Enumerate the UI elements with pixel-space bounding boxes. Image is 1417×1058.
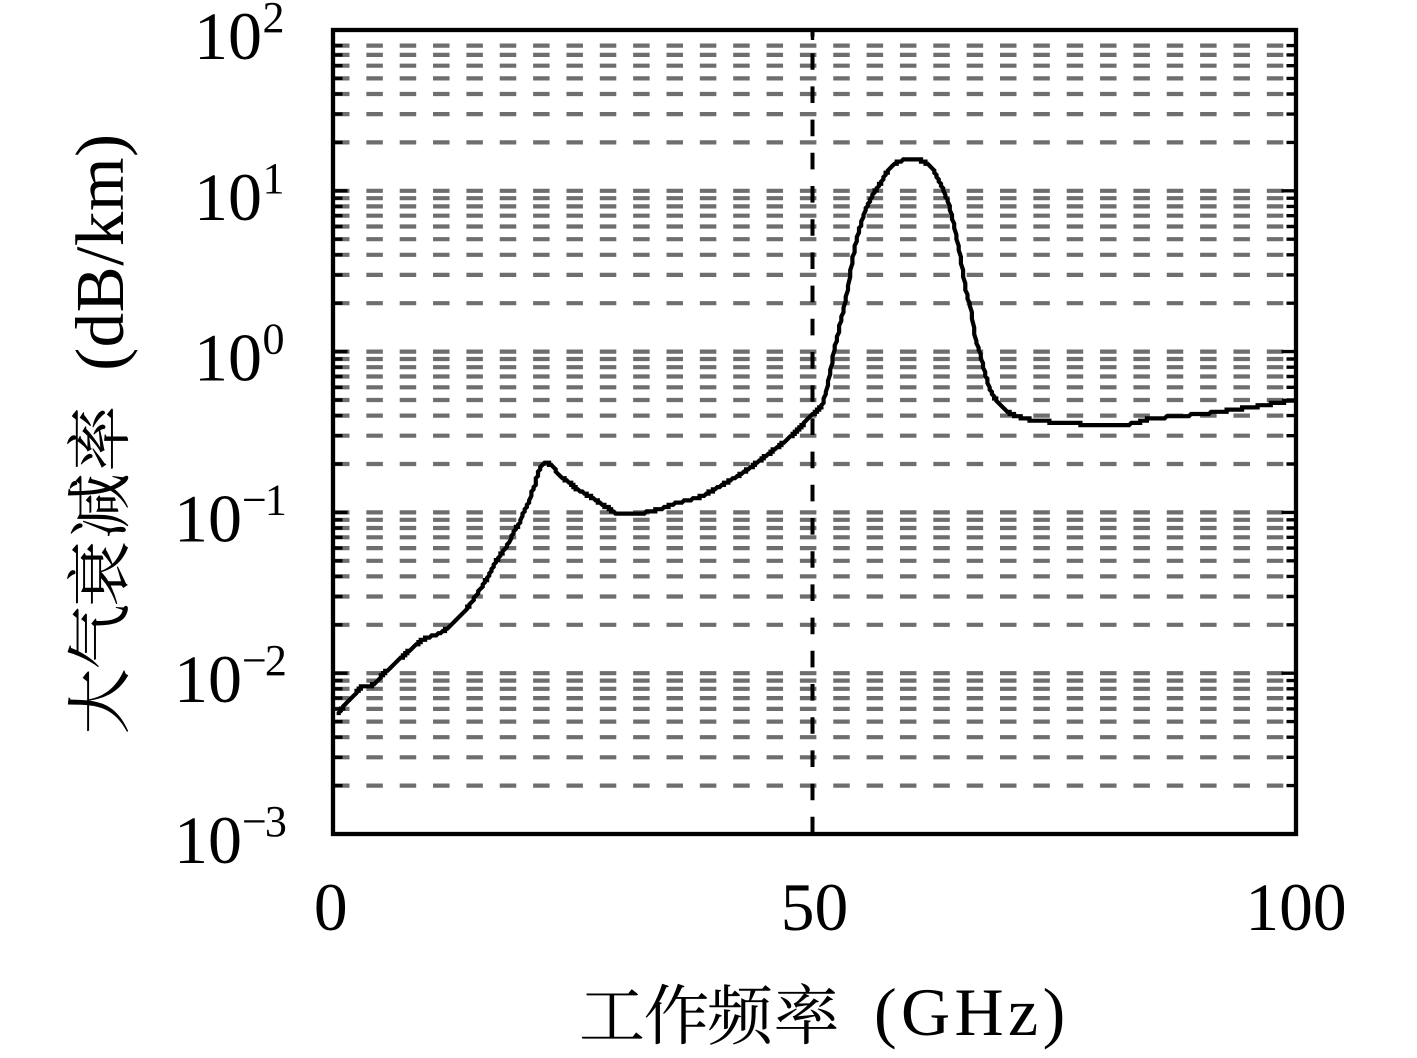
svg-text:(GHz): (GHz) <box>874 974 1070 1050</box>
svg-text:−2: −2 <box>242 636 285 685</box>
svg-text:10: 10 <box>194 320 262 396</box>
svg-text:−1: −1 <box>242 475 285 524</box>
svg-text:10: 10 <box>174 480 242 556</box>
svg-text:−3: −3 <box>242 797 286 846</box>
svg-text:(dB/km): (dB/km) <box>62 133 138 370</box>
svg-text:0: 0 <box>263 315 285 364</box>
svg-text:100: 100 <box>1245 870 1346 945</box>
svg-text:10: 10 <box>194 0 262 74</box>
svg-text:10: 10 <box>194 159 262 235</box>
svg-text:10: 10 <box>174 802 242 878</box>
svg-text:2: 2 <box>263 0 285 42</box>
svg-text:50: 50 <box>781 870 849 945</box>
svg-text:1: 1 <box>263 154 285 203</box>
svg-text:0: 0 <box>314 870 348 945</box>
svg-text:10: 10 <box>174 641 242 717</box>
